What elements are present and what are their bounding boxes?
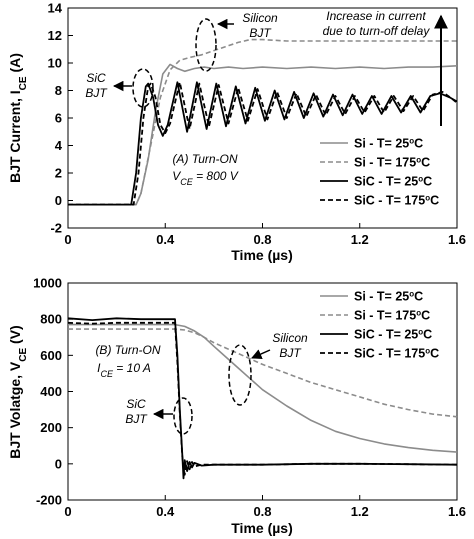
y-tick-label-current: 8 bbox=[55, 83, 62, 98]
y-axis-label-current: BJT Current, ICE (A) bbox=[7, 53, 29, 183]
sic-bjt-ellipse-current bbox=[132, 68, 154, 108]
condition-value-current: VCE = 800 V bbox=[172, 169, 239, 187]
series-line-current-2 bbox=[68, 81, 458, 206]
legend-label-voltage-1: Si - T= 175oC bbox=[354, 308, 430, 323]
y-tick-label-voltage: 0 bbox=[55, 456, 62, 471]
silicon-bjt-label-current: Silicon bbox=[242, 11, 278, 25]
x-tick-label-voltage: 1.2 bbox=[351, 504, 369, 519]
silicon-bjt-arrow-voltage bbox=[251, 349, 271, 359]
y-tick-label-voltage: 400 bbox=[40, 384, 62, 399]
legend-label-voltage-0: Si - T= 25oC bbox=[354, 289, 423, 304]
silicon-bjt-ellipse-voltage bbox=[228, 344, 252, 406]
y-axis-label-voltage: BJT Volatge, VCE (V) bbox=[7, 325, 29, 458]
series-line-voltage-0 bbox=[68, 323, 458, 453]
sic-bjt-ellipse-voltage bbox=[173, 397, 193, 435]
x-tick-label-current: 0 bbox=[64, 232, 71, 247]
silicon-bjt-ellipse-current bbox=[195, 18, 217, 72]
x-tick-label-voltage: 0.8 bbox=[253, 504, 271, 519]
y-tick-label-current: -2 bbox=[50, 221, 62, 236]
series-group-voltage bbox=[67, 317, 458, 480]
legend-label-current-3: SiC - T= 175oC bbox=[354, 193, 439, 208]
series-line-current-0 bbox=[68, 63, 458, 206]
condition-label-voltage: (B) Turn-ON bbox=[95, 343, 160, 357]
x-tick-label-voltage: 0.4 bbox=[156, 504, 175, 519]
y-tick-label-current: 12 bbox=[48, 28, 62, 43]
condition-label-current: (A) Turn-ON bbox=[172, 152, 237, 166]
sic-bjt-label-voltage: SiC bbox=[126, 397, 146, 411]
y-tick-label-voltage: 200 bbox=[40, 420, 62, 435]
silicon-bjt-label2-current: BJT bbox=[249, 26, 272, 40]
sic-bjt-label2-current: BJT bbox=[85, 86, 108, 100]
silicon-bjt-label-voltage: Silicon bbox=[272, 331, 308, 345]
series-group-current bbox=[68, 38, 458, 206]
x-tick-label-current: 0.4 bbox=[156, 232, 175, 247]
legend-current: Si - T= 25oC Si - T= 175oC SiC - T= 25oC Si… bbox=[320, 136, 439, 208]
legend-label-current-2: SiC - T= 25oC bbox=[354, 174, 432, 189]
y-tick-label-voltage: 800 bbox=[40, 312, 62, 327]
series-line-current-1 bbox=[68, 38, 457, 206]
sic-bjt-label2-voltage: BJT bbox=[125, 412, 148, 426]
y-tick-label-current: 6 bbox=[55, 111, 62, 126]
y-tick-label-current: 14 bbox=[48, 1, 63, 16]
y-tick-label-voltage: -200 bbox=[36, 493, 62, 508]
series-line-current-3 bbox=[68, 81, 458, 206]
legend-label-current-0: Si - T= 25oC bbox=[354, 136, 423, 151]
y-tick-label-current: 0 bbox=[55, 193, 62, 208]
series-line-voltage-3 bbox=[67, 321, 458, 476]
delay-label-line2: due to turn-off delay bbox=[323, 24, 431, 38]
x-tick-label-current: 1.2 bbox=[351, 232, 369, 247]
legend-voltage: Si - T= 25oC Si - T= 175oC SiC - T= 25oC Si… bbox=[320, 289, 439, 361]
y-tick-label-current: 10 bbox=[48, 56, 62, 71]
x-axis-label-voltage: Time (µs) bbox=[231, 520, 293, 536]
y-tick-label-current: 4 bbox=[55, 138, 63, 153]
legend-label-voltage-3: SiC - T= 175oC bbox=[354, 346, 439, 361]
silicon-bjt-label2-voltage: BJT bbox=[279, 346, 302, 360]
x-tick-label-voltage: 0 bbox=[64, 504, 71, 519]
delay-label-line1: Increase in current bbox=[326, 9, 426, 23]
x-axis-label-current: Time (µs) bbox=[231, 247, 293, 263]
y-tick-label-voltage: 600 bbox=[40, 348, 62, 363]
legend-label-current-1: Si - T= 175oC bbox=[354, 155, 430, 170]
y-tick-label-current: 2 bbox=[55, 166, 62, 181]
y-tick-label-voltage: 1000 bbox=[33, 276, 62, 291]
legend-label-voltage-2: SiC - T= 25oC bbox=[354, 327, 432, 342]
x-tick-label-voltage: 1.6 bbox=[448, 504, 466, 519]
series-line-voltage-1 bbox=[68, 328, 458, 418]
x-tick-label-current: 0.8 bbox=[253, 232, 271, 247]
x-tick-label-current: 1.6 bbox=[448, 232, 466, 247]
condition-value-voltage: ICE = 10 A bbox=[97, 361, 151, 379]
sic-bjt-label-current: SiC bbox=[86, 71, 106, 85]
